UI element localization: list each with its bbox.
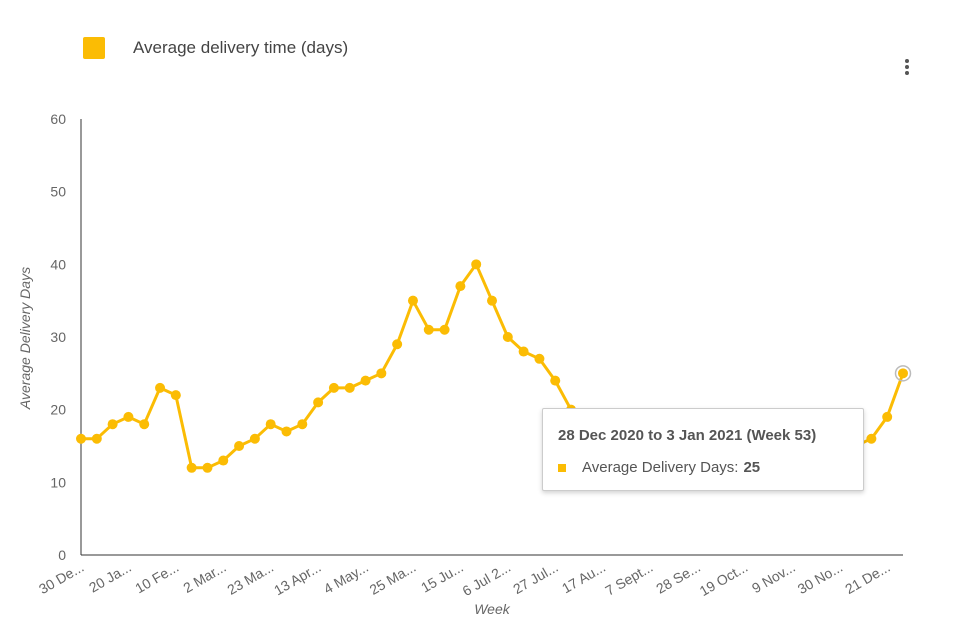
data-point[interactable]: [407, 295, 418, 306]
data-point[interactable]: [107, 419, 118, 430]
axes: [80, 119, 903, 556]
tooltip-row: Average Delivery Days: 25: [558, 459, 760, 476]
tooltip-series-label: Average Delivery Days:: [582, 459, 739, 476]
data-point[interactable]: [202, 462, 213, 473]
y-axis-title: Average Delivery Days: [17, 267, 33, 410]
x-tick-label: 6 Jul 2...: [459, 559, 513, 599]
x-tick-label: 2 Mar...: [180, 559, 228, 596]
x-axis-ticks: 30 De... 20 Ja...10 Fe...2 Mar...23 Ma...…: [36, 559, 893, 599]
x-tick-label: 7 Sept...: [602, 559, 655, 599]
x-tick-label: 10 Fe...: [132, 559, 181, 597]
data-point[interactable]: [392, 339, 403, 350]
data-point[interactable]: [281, 426, 292, 437]
data-point[interactable]: [249, 433, 260, 444]
data-point[interactable]: [344, 382, 355, 393]
data-point[interactable]: [139, 419, 150, 430]
x-tick-label: 30 De...: [36, 559, 86, 597]
data-point[interactable]: [502, 332, 513, 342]
x-tick-label: 30 No...: [795, 559, 845, 597]
data-point[interactable]: [123, 411, 134, 422]
legend-swatch: [83, 37, 105, 59]
y-tick-label: 40: [50, 256, 66, 272]
legend-label: Average delivery time (days): [133, 38, 349, 57]
x-tick-label: 4 May...: [321, 559, 371, 597]
highlight-ring: [894, 365, 912, 382]
data-point[interactable]: [76, 433, 86, 444]
y-tick-label: 0: [58, 547, 66, 563]
tooltip-swatch: [558, 463, 566, 472]
x-tick-label: 25 Ma...: [367, 559, 419, 598]
x-tick-label: 13 Apr...: [271, 559, 323, 599]
data-point[interactable]: [155, 382, 166, 393]
data-point[interactable]: [328, 382, 339, 393]
x-tick-label: 23 Ma...: [224, 559, 276, 598]
x-tick-label: 15 Ju...: [418, 559, 466, 596]
data-point[interactable]: [898, 368, 908, 379]
data-point[interactable]: [423, 324, 434, 335]
more-vert-icon[interactable]: [896, 56, 918, 78]
tooltip-value: 25: [743, 459, 761, 476]
x-tick-label: 21 De...: [842, 559, 892, 597]
data-point[interactable]: [313, 397, 324, 408]
y-tick-label: 30: [50, 329, 66, 345]
data-point[interactable]: [218, 455, 229, 466]
data-point[interactable]: [234, 441, 245, 451]
y-tick-label: 20: [50, 402, 66, 418]
data-point[interactable]: [376, 368, 387, 379]
y-axis-ticks: 0 10 20 30 40 50 60: [50, 111, 66, 563]
data-point[interactable]: [91, 433, 102, 444]
data-point[interactable]: [360, 375, 371, 386]
x-tick-label: 28 Se...: [653, 559, 703, 597]
data-point[interactable]: [297, 419, 308, 430]
y-tick-label: 50: [50, 184, 66, 200]
tooltip-title: 28 Dec 2020 to 3 Jan 2021 (Week 53): [558, 427, 817, 444]
data-point[interactable]: [534, 353, 545, 364]
data-point[interactable]: [518, 346, 529, 357]
data-point[interactable]: [550, 375, 561, 386]
x-axis-title: Week: [474, 601, 511, 617]
data-point[interactable]: [265, 419, 276, 430]
data-point[interactable]: [471, 259, 482, 270]
x-tick-label: 20 Ja...: [86, 559, 134, 596]
data-point[interactable]: [487, 295, 497, 306]
y-tick-label: 10: [50, 474, 66, 490]
data-point[interactable]: [882, 411, 893, 422]
data-point[interactable]: [866, 433, 877, 444]
tooltip: 28 Dec 2020 to 3 Jan 2021 (Week 53) Aver…: [542, 408, 864, 491]
y-tick-label: 60: [50, 111, 66, 127]
data-point[interactable]: [170, 390, 181, 401]
x-tick-label: 17 Au...: [559, 559, 608, 597]
data-point[interactable]: [439, 324, 450, 335]
x-tick-label: 19 Oct...: [697, 559, 751, 599]
legend[interactable]: Average delivery time (days): [83, 36, 348, 60]
data-point[interactable]: [455, 281, 466, 292]
data-point[interactable]: [186, 462, 197, 473]
x-tick-label: 27 Jul...: [510, 559, 560, 597]
x-tick-label: 9 Nov...: [749, 559, 798, 596]
